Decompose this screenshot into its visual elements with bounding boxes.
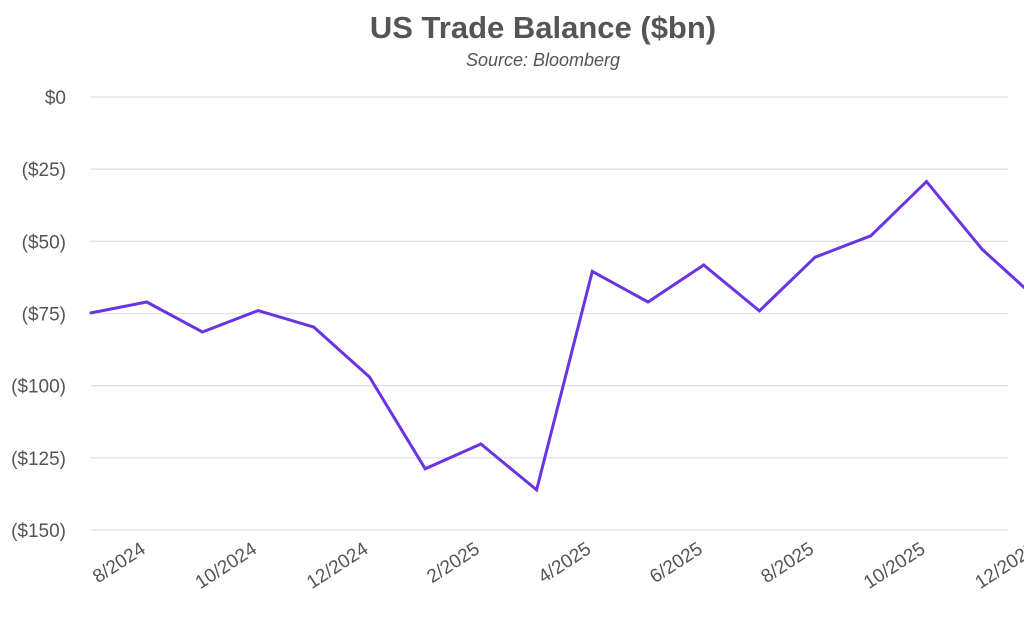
y-tick-label: ($75) bbox=[22, 305, 66, 326]
data-point bbox=[758, 309, 761, 312]
data-point bbox=[814, 256, 817, 259]
x-tick-label: 12/2025 bbox=[972, 539, 1024, 594]
y-tick-label: ($25) bbox=[22, 160, 66, 181]
x-tick-label: 12/2024 bbox=[303, 538, 372, 593]
y-axis: $0 ($25) ($50) ($75) ($100) ($125) ($150) bbox=[11, 88, 66, 542]
data-point bbox=[201, 330, 204, 333]
chart-subtitle: Source: Bloomberg bbox=[466, 50, 620, 70]
y-tick-label: ($50) bbox=[22, 232, 66, 253]
x-tick-label: 8/2025 bbox=[758, 539, 818, 588]
x-tick-label: 2/2025 bbox=[423, 539, 483, 588]
y-tick-label: $0 bbox=[45, 88, 66, 109]
x-tick-label: 4/2025 bbox=[535, 539, 595, 588]
chart-title: US Trade Balance ($bn) bbox=[370, 10, 716, 45]
series-group bbox=[90, 180, 1024, 491]
y-tick-label: ($100) bbox=[11, 377, 66, 398]
data-point bbox=[312, 326, 315, 329]
y-tick-label: ($150) bbox=[11, 521, 66, 542]
y-tick-label: ($125) bbox=[11, 449, 66, 470]
data-point bbox=[145, 300, 148, 303]
data-point bbox=[424, 467, 427, 470]
data-point bbox=[702, 264, 705, 267]
x-tick-label: 10/2025 bbox=[860, 539, 929, 594]
data-point bbox=[535, 488, 538, 491]
data-point bbox=[869, 234, 872, 237]
data-point bbox=[925, 180, 928, 183]
gridlines bbox=[91, 97, 1008, 530]
series-line bbox=[91, 182, 1024, 490]
data-point bbox=[647, 300, 650, 303]
data-point bbox=[981, 248, 984, 251]
data-point bbox=[591, 270, 594, 273]
data-point bbox=[90, 311, 93, 314]
data-point bbox=[257, 309, 260, 312]
data-point bbox=[479, 442, 482, 445]
x-tick-label: 10/2024 bbox=[192, 538, 261, 593]
x-axis: 8/2024 10/2024 12/2024 2/2025 4/2025 6/2025 8/… bbox=[89, 538, 1024, 593]
data-point bbox=[368, 376, 371, 379]
x-tick-label: 8/2024 bbox=[89, 538, 150, 587]
x-tick-label: 6/2025 bbox=[646, 539, 706, 588]
